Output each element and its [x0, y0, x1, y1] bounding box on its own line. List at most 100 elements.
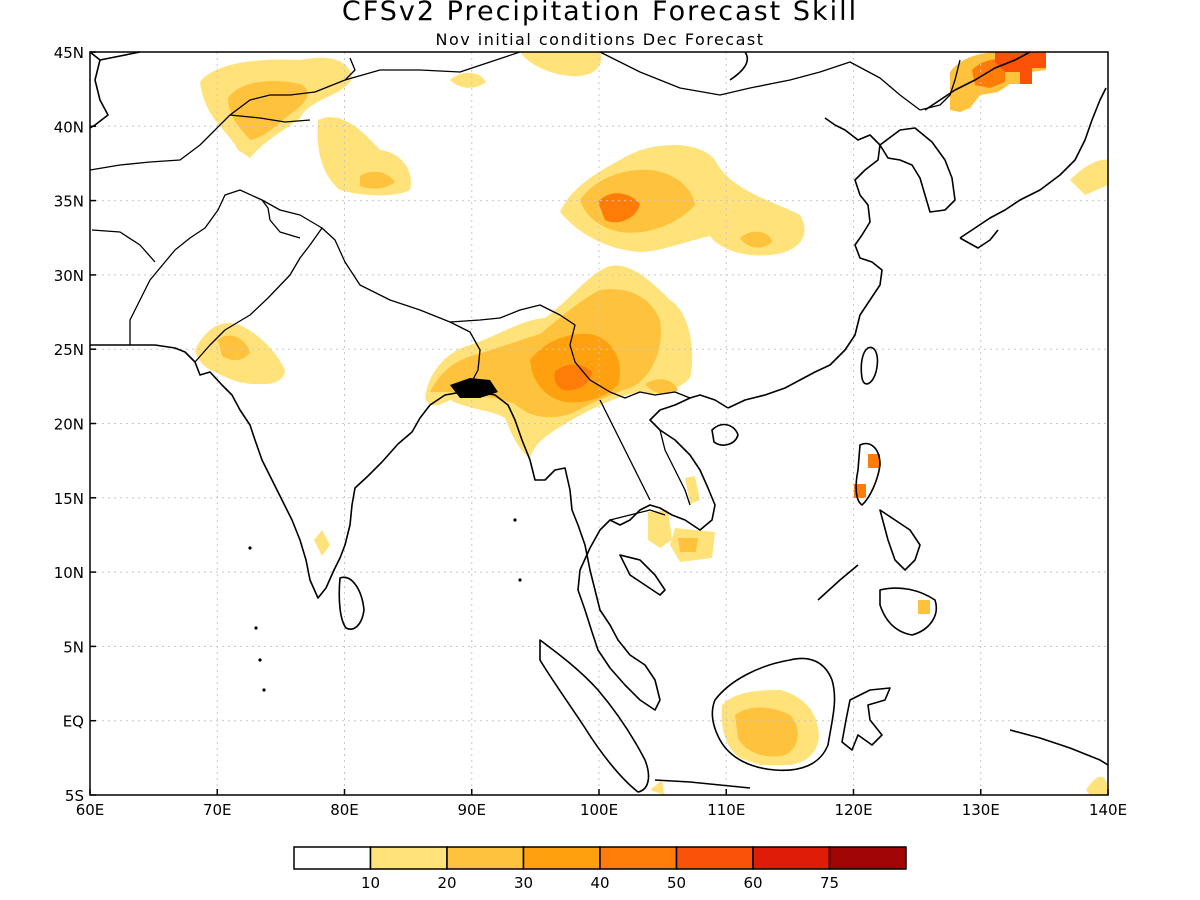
- japan-main: [959, 87, 1107, 239]
- skill-area-japan: [1070, 159, 1108, 195]
- sri-lanka: [338, 576, 365, 630]
- maldives-north: [254, 626, 258, 630]
- colorbar-label: 75: [820, 874, 839, 892]
- lat-tick-label: 15N: [54, 490, 84, 508]
- palawan: [817, 564, 859, 601]
- java: [654, 779, 751, 789]
- colorbar: 10 20 30 40 50 60 75: [293, 846, 907, 892]
- skill-area-dzungaria: [450, 72, 486, 88]
- lat-tick-label: 10N: [54, 564, 84, 582]
- myanmar-malay-coast: [419, 391, 661, 711]
- lon-tick-label: 70E: [203, 801, 232, 819]
- kyushu: [959, 229, 999, 249]
- visayas: [879, 509, 921, 571]
- lake-baikal: [729, 51, 749, 81]
- sulawesi: [841, 687, 891, 751]
- skill-area-central-asia-mid: [228, 80, 308, 140]
- maldives-mid: [258, 658, 262, 662]
- coastlines: [89, 51, 1109, 793]
- india-coast: [90, 344, 421, 599]
- skill-area-sumatra: [650, 780, 664, 795]
- korea: [879, 127, 956, 213]
- lon-tick-label: 120E: [834, 801, 872, 819]
- country-borders: [89, 51, 961, 521]
- border-laos-thailand: [599, 399, 651, 501]
- skill-area-new-guinea: [1086, 776, 1108, 795]
- lat-tick-label: 5S: [65, 787, 84, 805]
- border-pakistan-india-nepal: [129, 189, 501, 345]
- skill-area-luzon-north: [868, 454, 880, 468]
- mindanao: [879, 587, 937, 636]
- colorbar-swatch: [599, 846, 678, 870]
- colorbar-swatch: [675, 846, 754, 870]
- skill-area-tarim-mid: [360, 171, 395, 189]
- colorbar-label: 30: [514, 874, 533, 892]
- skill-area-guangxi: [645, 379, 678, 394]
- indochina-coast: [577, 394, 729, 633]
- lon-tick-label: 90E: [457, 801, 486, 819]
- border-china-russia: [919, 59, 961, 111]
- lon-tick-label: 80E: [330, 801, 359, 819]
- axis-ticks: 60E 70E 80E 90E 100E 110E 120E 130E 140E 5S EQ 5N 10…: [54, 44, 1127, 819]
- skill-area-sichuan-small: [740, 231, 772, 248]
- lakshadweep: [248, 546, 252, 550]
- border-cambodia: [609, 509, 666, 521]
- lon-tick-label: 130E: [962, 801, 1000, 819]
- colorbar-swatch: [369, 846, 448, 870]
- colorbar-label: 10: [361, 874, 380, 892]
- map-subtitle: Nov initial conditions Dec Forecast: [435, 30, 765, 49]
- border-central-asia: [89, 57, 356, 171]
- andaman: [513, 518, 517, 522]
- skill-area-qaidam-core: [598, 193, 640, 223]
- colorbar-swatch: [293, 846, 372, 870]
- skill-area-kerala: [314, 530, 330, 556]
- lat-tick-label: 5N: [63, 638, 84, 656]
- skill-area-northeast-china-core: [995, 52, 1046, 84]
- skill-area-borneo-mid: [735, 707, 798, 757]
- map-grid: [90, 52, 1108, 795]
- colorbar-label: 50: [667, 874, 686, 892]
- new-guinea: [1009, 729, 1109, 766]
- colorbar-label: 20: [437, 874, 456, 892]
- lat-tick-label: 30N: [54, 267, 84, 285]
- lat-tick-label: 40N: [54, 118, 84, 136]
- colorbar-label: 60: [743, 874, 762, 892]
- skill-area-cambodia: [648, 510, 672, 548]
- gulf-of-thailand-shore: [619, 554, 666, 596]
- small-islands: [248, 378, 522, 692]
- caspian-shore: [89, 51, 109, 129]
- skill-area-mekong-mid: [678, 538, 698, 552]
- colorbar-swatch: [752, 846, 831, 870]
- nicobar: [518, 578, 522, 582]
- lat-tick-label: 35N: [54, 193, 84, 211]
- hainan: [711, 423, 739, 446]
- border-mongolia-china: [599, 51, 921, 111]
- border-india-pakistan: [194, 227, 323, 363]
- aral-fragment: [99, 51, 141, 61]
- lon-tick-label: 110E: [707, 801, 745, 819]
- china-coast: [727, 117, 883, 409]
- skill-area-mongolia: [520, 52, 602, 77]
- lat-tick-label: 25N: [54, 341, 84, 359]
- luzon: [855, 442, 881, 506]
- border-afghanistan-iran: [91, 229, 156, 263]
- sumatra: [539, 639, 650, 793]
- lon-tick-label: 60E: [76, 801, 105, 819]
- lat-tick-label: 45N: [54, 44, 84, 62]
- lon-tick-label: 140E: [1089, 801, 1127, 819]
- borneo: [711, 657, 836, 772]
- maldives-south: [262, 688, 266, 692]
- ganges-delta: [450, 378, 498, 398]
- border-mongolia-west: [344, 51, 521, 81]
- lat-tick-label: EQ: [63, 713, 84, 731]
- colorbar-swatch: [828, 846, 907, 870]
- border-kyrgyz: [229, 114, 311, 123]
- skill-area-vietnam: [685, 476, 700, 504]
- border-laos-vietnam: [659, 429, 691, 506]
- map-title: CFSv2 Precipitation Forecast Skill: [341, 0, 859, 27]
- skill-area-mindanao: [918, 600, 930, 614]
- taiwan: [860, 346, 879, 385]
- colorbar-swatch: [446, 846, 525, 870]
- lon-tick-label: 100E: [580, 801, 618, 819]
